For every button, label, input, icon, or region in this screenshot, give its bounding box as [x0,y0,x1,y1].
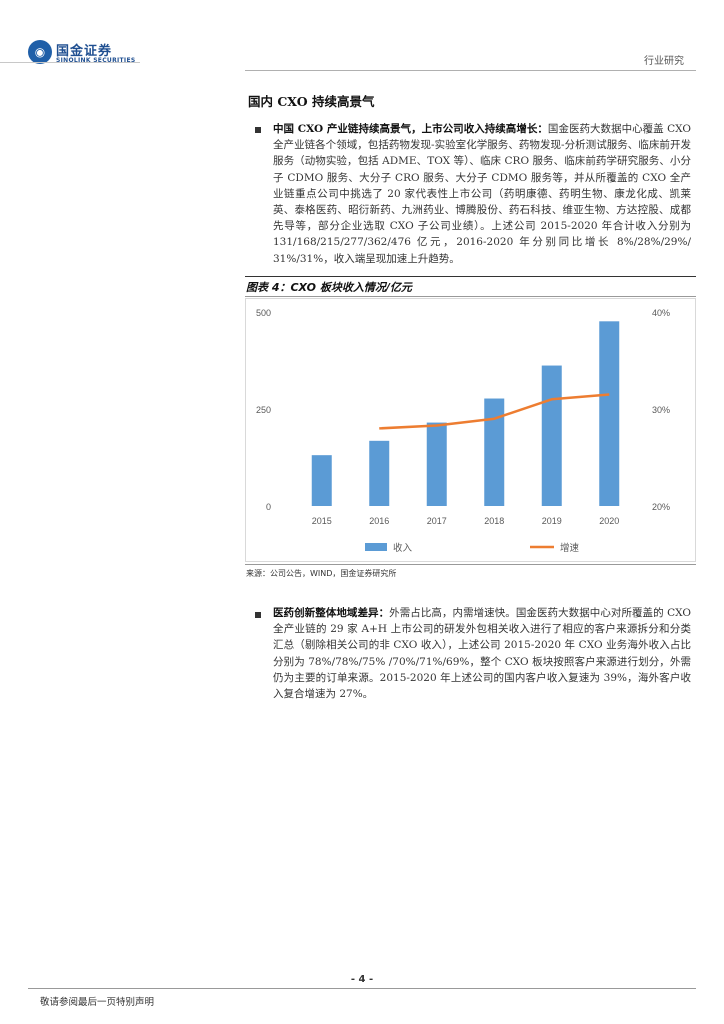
x-axis-tick-label: 2016 [369,516,389,526]
figure-top-rule [245,276,696,277]
bar-revenue [484,398,505,506]
growth-line [379,393,610,430]
logo-text-en: SINOLINK SECURITIES [56,57,136,64]
x-axis-tick-label: 2019 [542,516,562,526]
bar-revenue [541,365,562,506]
paragraph-lead: 医药创新整体地域差异： [273,607,390,619]
bar-revenue [369,440,390,506]
logo-icon: ◉ [28,40,52,64]
x-axis-tick-label: 2015 [312,516,332,526]
figure-title: 图表 4：CXO 板块收入情况/亿元 [246,281,412,294]
paragraph-lead: 中国 CXO 产业链持续高景气，上市公司收入持续高增长： [273,123,548,135]
legend-label-growth: 增速 [560,542,580,554]
report-category: 行业研究 [644,56,684,67]
left-axis-tick-label: 500 [256,308,271,318]
revenue-chart: 0 250 500 20% 30% 40% 2015 2016 2017 2018 2019 2020… [245,298,696,562]
paragraph-body: 国金医药大数据中心覆盖 CXO 全产业链各个领域，包括药物发现-实验室化学服务、… [273,123,691,265]
figure-source: 来源：公司公告，WIND，国金证券研究所 [246,569,397,578]
logo-text-cn: 国金证券 [56,44,113,59]
right-axis-tick-label: 20% [652,502,670,512]
footer-divider [28,988,696,989]
left-axis-tick-label: 250 [256,405,271,415]
bar-revenue [311,455,332,506]
legend-swatch-revenue [365,543,387,551]
section-title: 国内 CXO 持续高景气 [248,94,375,109]
bar-revenue [599,321,620,506]
bullet-icon [255,612,261,618]
legend-label-revenue: 收入 [393,542,413,554]
bullet-icon [255,127,261,133]
chart-frame [245,298,696,562]
x-axis-tick-label: 2020 [599,516,619,526]
header-divider [245,70,696,71]
footer-disclaimer: 敬请参阅最后一页特别声明 [40,997,155,1008]
page-number: - 4 - [350,974,374,985]
paragraph-cxo-growth: 中国 CXO 产业链持续高景气，上市公司收入持续高增长：国金医药大数据中心覆盖 … [273,121,691,267]
x-axis-tick-label: 2018 [484,516,504,526]
header-left-rule [0,62,140,63]
paragraph-regional-difference: 医药创新整体地域差异：外需占比高，内需增速快。国金医药大数据中心对所覆盖的 CX… [273,605,691,702]
right-axis-tick-label: 30% [652,405,670,415]
figure-title-rule [245,296,696,297]
x-axis-tick-label: 2017 [427,516,447,526]
paragraph-body: 外需占比高，内需增速快。国金医药大数据中心对所覆盖的 CXO 全产业链的 29 … [273,607,692,701]
left-axis-tick-label: 0 [266,502,271,512]
right-axis-tick-label: 40% [652,308,670,318]
bar-revenue [426,422,447,506]
figure-bottom-rule [245,564,696,565]
chart-svg: 0 250 500 20% 30% 40% 2015 2016 2017 2018 2019 2020… [245,298,696,562]
